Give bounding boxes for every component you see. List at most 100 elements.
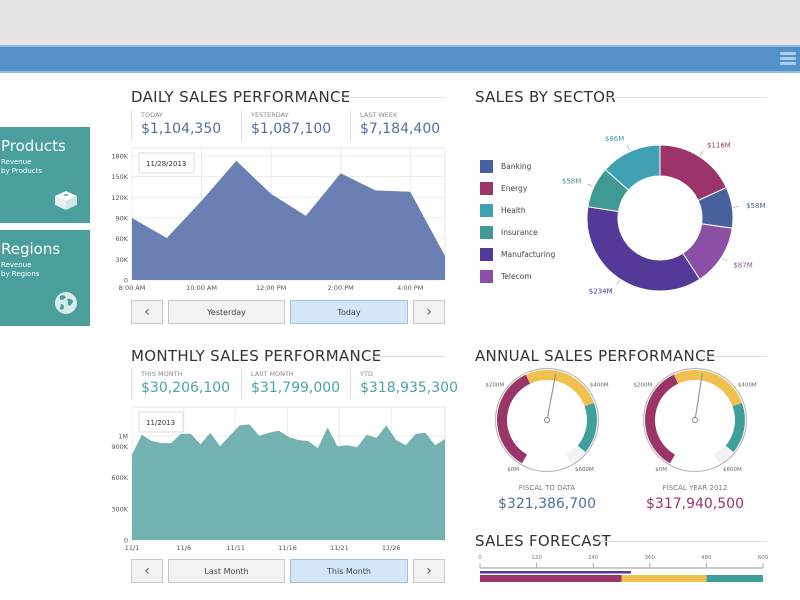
daily-area-chart: 0 30K 60K 90K 120K 150K 180K 8:00 AM 10:00 AM 12:… bbox=[111, 147, 446, 292]
legend-item: Banking bbox=[480, 155, 555, 177]
donut-slice-health bbox=[604, 144, 661, 191]
gauge-tick-label: $400M bbox=[590, 383, 609, 389]
y-tick-label: 900K bbox=[111, 443, 128, 451]
x-tick-label: 11/11 bbox=[226, 544, 245, 552]
kpi-last-month: LAST MONTH $31,799,000 bbox=[241, 369, 340, 399]
x-tick-label: 11/21 bbox=[330, 544, 349, 552]
kpi-value: $7,184,400 bbox=[360, 121, 441, 137]
legend-label: Insurance bbox=[501, 227, 538, 237]
monthly-this-month-button[interactable]: This Month bbox=[290, 559, 408, 583]
tile-regions[interactable]: Regions Revenue by Regions bbox=[0, 230, 90, 326]
monthly-area-chart: 0 300K 600K 900K 1M 11/1 11/6 11/11 11/16 11/21 11… bbox=[111, 406, 446, 552]
gauge-band bbox=[497, 374, 531, 464]
gauge-fiscal-year-2012: $0M $200M $400M $600M bbox=[633, 367, 757, 473]
section-divider bbox=[594, 541, 767, 542]
kpi-last-week: LAST WEEK $7,184,400 bbox=[350, 110, 440, 140]
monthly-next-button[interactable]: › bbox=[413, 559, 445, 583]
monthly-last-month-button[interactable]: Last Month bbox=[168, 559, 285, 583]
forecast-band bbox=[480, 575, 622, 582]
legend-swatch bbox=[480, 159, 493, 173]
forecast-section-title: SALES FORECAST bbox=[475, 532, 612, 550]
gauge-tick-label: $400M bbox=[738, 383, 757, 389]
daily-nav: ‹ Yesterday Today › bbox=[131, 300, 445, 324]
forecast-tick-label: 240 bbox=[588, 555, 599, 561]
gauge-tick-label: $200M bbox=[485, 383, 504, 389]
y-tick-label: 1M bbox=[118, 432, 128, 440]
daily-yesterday-button[interactable]: Yesterday bbox=[168, 300, 285, 324]
x-tick-label: 2:00 PM bbox=[328, 284, 354, 292]
kpi-label: LAST MONTH bbox=[251, 370, 294, 378]
date-annotation-box bbox=[138, 152, 195, 174]
section-divider bbox=[340, 97, 445, 98]
y-tick-label: 90K bbox=[115, 215, 128, 223]
date-annotation: 11/28/2013 bbox=[146, 160, 186, 168]
legend-label: Health bbox=[501, 205, 526, 215]
kpi-yesterday: YESTERDAY $1,087,100 bbox=[241, 110, 331, 140]
legend-swatch bbox=[480, 247, 493, 261]
daily-today-button[interactable]: Today bbox=[290, 300, 408, 324]
x-tick-label: 8:00 AM bbox=[119, 284, 146, 292]
forecast-bullet-chart: 0 120 240 360 480 600 bbox=[478, 555, 769, 582]
kpi-label: TODAY bbox=[141, 111, 163, 119]
date-annotation-box bbox=[138, 411, 184, 433]
gauge-rim bbox=[642, 367, 748, 473]
forecast-tick-label: 360 bbox=[645, 555, 656, 561]
slice-leader-line bbox=[733, 206, 740, 208]
gauge-tick-label: $600M bbox=[723, 467, 742, 473]
kpi-value: $318,935,300 bbox=[360, 380, 458, 396]
app-header-bar bbox=[0, 45, 800, 73]
x-tick-label: 11/16 bbox=[278, 544, 297, 552]
slice-leader-line bbox=[616, 279, 620, 286]
legend-item: Telecom bbox=[480, 265, 555, 287]
y-tick-label: 60K bbox=[115, 235, 128, 243]
legend-swatch bbox=[480, 203, 493, 217]
box-icon bbox=[55, 191, 77, 210]
x-tick-label: 11/6 bbox=[177, 544, 192, 552]
forecast-actual-bar bbox=[480, 571, 631, 574]
slice-value-label: $58M bbox=[562, 177, 581, 185]
slice-value-label: $234M bbox=[589, 287, 613, 295]
tile-subtitle: Revenue by Regions bbox=[1, 261, 40, 278]
x-tick-label: 12:00 PM bbox=[256, 284, 286, 292]
legend-label: Banking bbox=[501, 161, 532, 171]
daily-prev-button[interactable]: ‹ bbox=[131, 300, 163, 324]
globe-icon bbox=[55, 292, 77, 314]
y-tick-label: 180K bbox=[111, 153, 128, 161]
legend-item: Insurance bbox=[480, 221, 555, 243]
gauge-pivot bbox=[544, 417, 550, 423]
slice-value-label: $116M bbox=[707, 141, 731, 149]
area-series bbox=[132, 160, 445, 280]
monthly-prev-button[interactable]: ‹ bbox=[131, 559, 163, 583]
legend-swatch bbox=[480, 269, 493, 283]
legend-label: Energy bbox=[501, 183, 528, 193]
gauge-fiscal-to-date: $0M $200M $400M $600M bbox=[485, 367, 609, 473]
slice-leader-line bbox=[699, 150, 704, 156]
slice-value-label: $58M bbox=[746, 202, 765, 210]
gauge-needle bbox=[546, 373, 557, 421]
gauge-band bbox=[525, 370, 594, 407]
gauge-band bbox=[673, 370, 742, 407]
forecast-tick-label: 0 bbox=[478, 555, 482, 561]
hamburger-menu-icon[interactable] bbox=[780, 52, 796, 66]
slice-leader-line bbox=[626, 144, 630, 151]
tile-title: Regions bbox=[1, 240, 61, 258]
daily-next-button[interactable]: › bbox=[413, 300, 445, 324]
y-tick-label: 0 bbox=[124, 537, 128, 545]
gauge-band bbox=[725, 402, 745, 453]
window-top-area bbox=[0, 0, 800, 45]
slice-value-label: $87M bbox=[733, 261, 752, 269]
y-tick-label: 600K bbox=[111, 474, 128, 482]
gauge-band bbox=[645, 374, 679, 464]
annual-section-title: ANNUAL SALES PERFORMANCE bbox=[475, 347, 716, 365]
date-annotation: 11/2013 bbox=[146, 419, 175, 427]
x-tick-label: 4:00 PM bbox=[397, 284, 423, 292]
kpi-this-month: THIS MONTH $30,206,100 bbox=[131, 369, 230, 399]
kpi-value: $31,799,000 bbox=[251, 380, 341, 396]
forecast-tick-label: 600 bbox=[758, 555, 769, 561]
kpi-value: $30,206,100 bbox=[141, 380, 231, 396]
kpi-label: YTD bbox=[360, 370, 373, 378]
tile-products[interactable]: Products Revenue by Products bbox=[0, 127, 90, 223]
forecast-tick-label: 120 bbox=[531, 555, 542, 561]
legend-label: Manufacturing bbox=[501, 249, 556, 259]
legend-item: Energy bbox=[480, 177, 555, 199]
